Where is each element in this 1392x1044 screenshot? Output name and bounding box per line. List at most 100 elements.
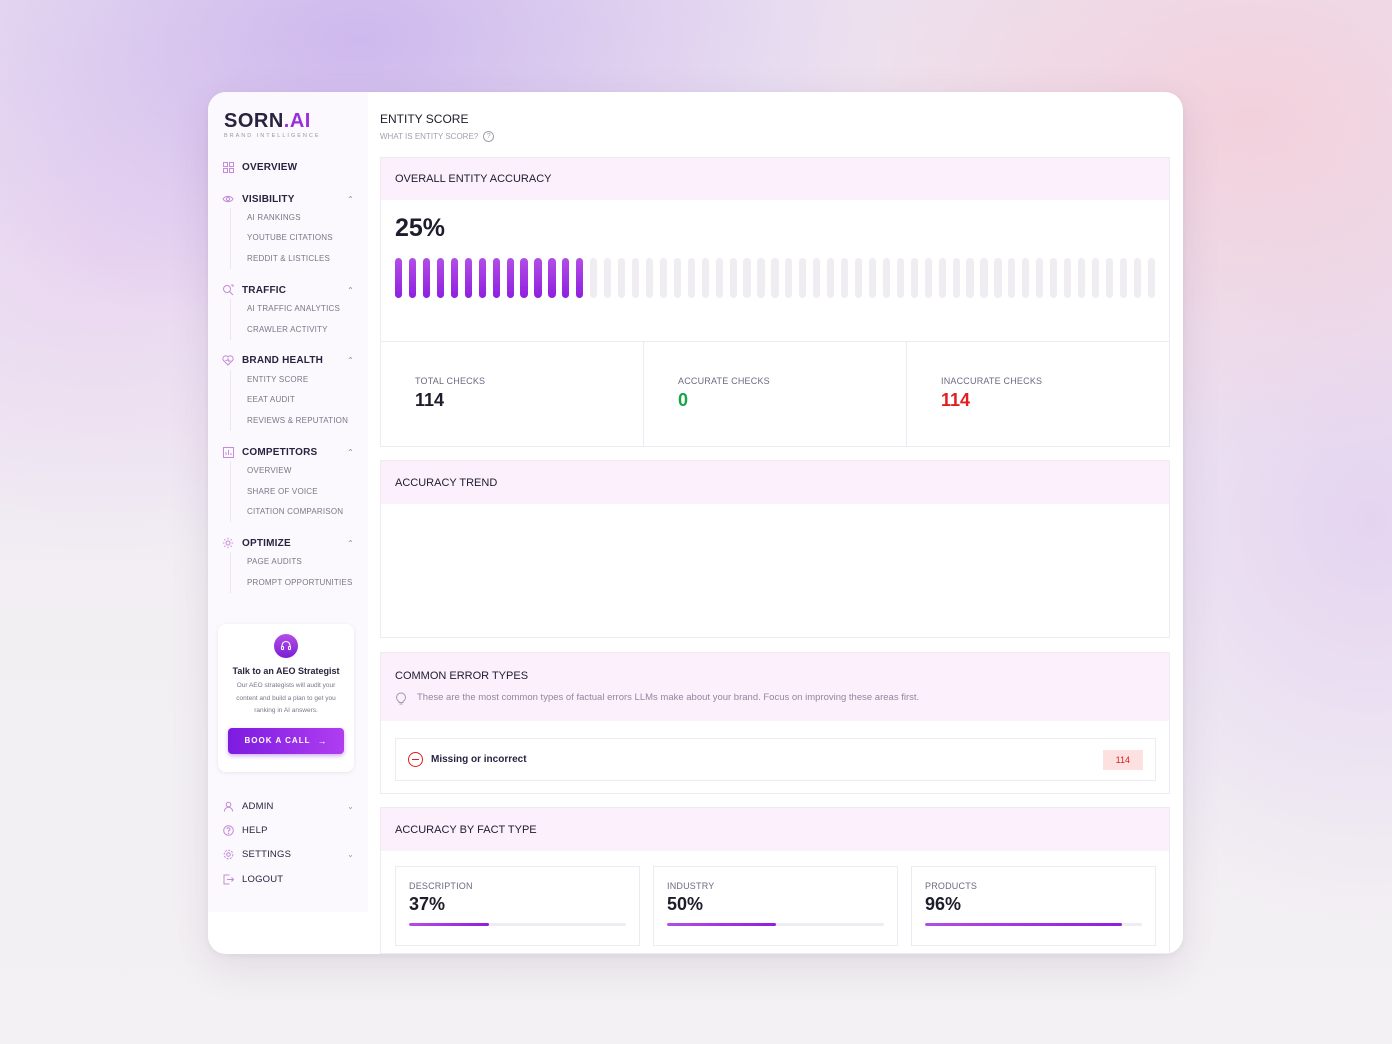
book-a-call-button[interactable]: BOOK A CALL → — [228, 727, 344, 754]
fact-progress-fill — [667, 923, 776, 926]
accuracy-by-fact-type-card: ACCURACY BY FACT TYPE DESCRIPTION 37% IN… — [380, 807, 1170, 954]
meter-segment-empty — [980, 258, 988, 298]
chevron-up-icon[interactable]: ⌃ — [347, 194, 354, 204]
chevron-down-icon[interactable]: ⌄ — [347, 850, 354, 860]
chevron-up-icon[interactable]: ⌃ — [347, 285, 354, 295]
sidebar-subitem-page-audits[interactable]: PAGE AUDITS — [247, 557, 302, 567]
meter-segment-empty — [910, 258, 918, 298]
meter-segment-filled — [520, 258, 528, 298]
meter-segment-filled — [576, 258, 584, 298]
sidebar-subitem-prompt-opportunities[interactable]: PROMPT OPPORTUNITIES — [247, 577, 353, 587]
meter-segment-empty — [1091, 258, 1100, 298]
what-is-entity-score-link[interactable]: WHAT IS ENTITY SCORE? ? — [380, 131, 495, 142]
meter-segment-empty — [729, 258, 737, 298]
stat-total-checks: TOTAL CHECKS 114 — [381, 342, 644, 447]
meter-segment-filled — [492, 258, 500, 298]
fact-value: 37% — [409, 894, 446, 914]
chevron-up-icon[interactable]: ⌃ — [347, 538, 354, 548]
meter-segment-empty — [1133, 258, 1141, 298]
sidebar-bottom-nav: ADMIN ⌄ HELP SETTINGS ⌄ LOGOUT — [222, 794, 354, 891]
sidebar-subitem-crawler-activity[interactable]: CRAWLER ACTIVITY — [247, 324, 328, 334]
chart-icon — [222, 446, 234, 458]
error-note: These are the most common types of factu… — [395, 691, 919, 705]
sidebar-subitem-ai-rankings[interactable]: AI RANKINGS — [247, 213, 301, 222]
sidebar-item-logout[interactable]: LOGOUT — [222, 867, 354, 891]
meter-segment-empty — [604, 258, 612, 298]
sidebar-item-competitors[interactable]: COMPETITORS ⌃ — [222, 443, 354, 461]
sidebar-item-overview[interactable]: OVERVIEW — [222, 158, 354, 176]
sidebar-subitem-competitors-overview[interactable]: OVERVIEW — [247, 466, 292, 476]
sidebar-subitem-youtube-citations[interactable]: YOUTUBE CITATIONS — [247, 233, 333, 243]
heart-icon — [222, 355, 234, 367]
fact-value: 50% — [667, 894, 704, 914]
meter-segment-empty — [1119, 258, 1127, 298]
chevron-up-icon[interactable]: ⌃ — [347, 447, 354, 457]
meter-segment-empty — [1077, 258, 1086, 298]
lightbulb-icon — [395, 691, 407, 705]
main-content: ENTITY SCORE WHAT IS ENTITY SCORE? ? OVE… — [208, 92, 1183, 954]
fact-value: 96% — [925, 894, 962, 914]
meter-segment-empty — [799, 258, 807, 298]
sidebar-item-visibility[interactable]: VISIBILITY ⌃ — [222, 190, 354, 208]
sidebar-item-traffic[interactable]: TRAFFIC ⌃ — [222, 281, 354, 299]
meter-segment-empty — [757, 258, 765, 298]
gear-icon — [222, 537, 234, 549]
sidebar-item-label: ADMIN — [242, 800, 274, 812]
check-stats: TOTAL CHECKS 114 ACCURATE CHECKS 0 INACC… — [381, 341, 1169, 447]
meter-segment-empty — [590, 258, 598, 298]
meter-segment-empty — [645, 258, 654, 298]
app-window: SORN.AI BRAND INTELLIGENCE OVERVIEW VISI… — [208, 92, 1183, 954]
fact-label: INDUSTRY — [667, 881, 715, 891]
sidebar-item-settings[interactable]: SETTINGS ⌄ — [222, 843, 354, 867]
fact-progress-fill — [925, 923, 1123, 926]
cta-description: Our AEO strategists will audit your cont… — [236, 682, 336, 714]
sidebar-subitem-reviews-reputation[interactable]: REVIEWS & REPUTATION — [247, 415, 349, 425]
meter-segment-empty — [1050, 258, 1058, 298]
arrow-right-icon: → — [317, 735, 328, 746]
meter-segment-filled — [478, 258, 486, 298]
fact-type-description: DESCRIPTION 37% — [395, 866, 640, 946]
help-icon — [222, 824, 234, 836]
error-type-row[interactable]: Missing or incorrect 114 — [395, 738, 1156, 781]
meter-segment-empty — [882, 258, 890, 298]
sidebar-item-brand-health[interactable]: BRAND HEALTH ⌃ — [222, 352, 354, 370]
card-header: ACCURACY BY FACT TYPE — [381, 808, 1169, 851]
meter-segment-empty — [673, 258, 681, 298]
logo[interactable]: SORN.AI BRAND INTELLIGENCE — [224, 110, 321, 139]
sidebar-item-label: OVERVIEW — [242, 161, 298, 173]
sidebar-subitem-reddit-listicles[interactable]: REDDIT & LISTICLES — [247, 253, 331, 263]
sidebar-subnav-competitors: OVERVIEW SHARE OF VOICE CITATION COMPARI… — [230, 461, 354, 523]
sidebar-subitem-share-of-voice[interactable]: SHARE OF VOICE — [247, 486, 318, 496]
meter-segment-empty — [868, 258, 877, 298]
meter-segment-empty — [854, 258, 863, 298]
sidebar-item-help[interactable]: HELP — [222, 818, 354, 842]
card-header: COMMON ERROR TYPES These are the most co… — [381, 653, 1169, 721]
overall-accuracy-card: OVERALL ENTITY ACCURACY 25% TOTAL CHECKS… — [380, 157, 1170, 447]
sidebar-subitem-ai-traffic-analytics[interactable]: AI TRAFFIC ANALYTICS — [247, 304, 341, 314]
strategist-cta-card: Talk to an AEO Strategist Our AEO strate… — [218, 624, 354, 772]
fact-progress-track — [925, 923, 1142, 926]
card-header: OVERALL ENTITY ACCURACY — [381, 158, 1169, 200]
chevron-down-icon[interactable]: ⌄ — [347, 801, 354, 811]
sidebar-subitem-citation-comparison[interactable]: CITATION COMPARISON — [247, 506, 344, 516]
stat-value: 0 — [678, 390, 689, 410]
sidebar-subitem-entity-score[interactable]: ENTITY SCORE — [247, 374, 309, 384]
sidebar-item-label: TRAFFIC — [242, 284, 287, 296]
accuracy-segment-meter — [395, 258, 1155, 298]
chevron-up-icon[interactable]: ⌃ — [347, 356, 354, 366]
sidebar-subitem-eeat-audit[interactable]: EEAT AUDIT — [247, 395, 295, 405]
logout-icon — [222, 873, 234, 885]
fact-type-list: DESCRIPTION 37% INDUSTRY 50% PRODUCTS 96… — [395, 866, 1156, 946]
meter-segment-filled — [450, 258, 458, 298]
accuracy-trend-card: ACCURACY TREND — [380, 460, 1170, 638]
sidebar-item-label: VISIBILITY — [242, 193, 295, 205]
sidebar-item-admin[interactable]: ADMIN ⌄ — [222, 794, 354, 818]
user-icon — [222, 800, 234, 812]
fact-type-industry: INDUSTRY 50% — [653, 866, 898, 946]
meter-segment-empty — [771, 258, 779, 298]
sidebar-item-optimize[interactable]: OPTIMIZE ⌃ — [222, 534, 354, 552]
fact-progress-fill — [409, 923, 490, 926]
meter-segment-empty — [813, 258, 821, 298]
meter-segment-filled — [506, 258, 514, 298]
sidebar-item-label: HELP — [242, 824, 268, 836]
